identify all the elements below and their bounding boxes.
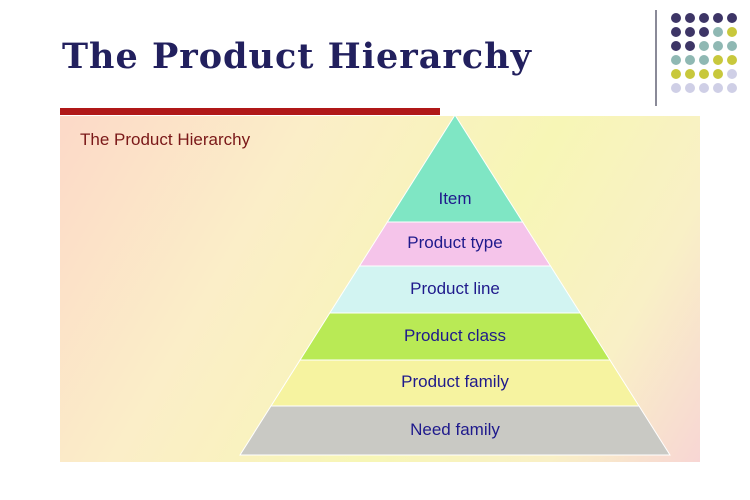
decorative-dot — [685, 27, 695, 37]
pyramid-label-product-type: Product type — [407, 233, 503, 252]
pyramid-label-product-line: Product line — [410, 278, 500, 298]
decorative-dot — [685, 83, 695, 93]
pyramid-level-need-family — [239, 405, 671, 456]
decorative-dot — [685, 55, 695, 65]
pyramid-label-need-family: Need family — [410, 419, 500, 439]
panel-caption: The Product Hierarchy — [80, 130, 251, 149]
decorative-dot — [699, 69, 709, 79]
decorative-dot — [727, 27, 737, 37]
decorative-dot — [727, 55, 737, 65]
decorative-dot — [713, 41, 723, 51]
decorative-dot — [671, 83, 681, 93]
decorative-dot — [671, 13, 681, 23]
decorative-dot — [727, 69, 737, 79]
decorative-dot — [685, 13, 695, 23]
decorative-dot — [713, 69, 723, 79]
decorative-dot — [727, 13, 737, 23]
decorative-dot — [699, 27, 709, 37]
decorative-dot — [713, 83, 723, 93]
decorative-dot — [699, 13, 709, 23]
decorative-dot — [727, 41, 737, 51]
decorative-dot — [685, 41, 695, 51]
decorative-dot — [671, 41, 681, 51]
pyramid-label-item: Item — [438, 189, 472, 208]
decorative-dot — [699, 41, 709, 51]
decorative-dot — [685, 69, 695, 79]
pyramid-label-product-class: Product class — [403, 325, 507, 345]
decorative-dot — [699, 83, 709, 93]
decorative-dot — [713, 55, 723, 65]
divider-line — [655, 10, 657, 106]
decorative-dot — [699, 55, 709, 65]
decorative-dot — [671, 55, 681, 65]
decorative-dot — [713, 27, 723, 37]
decorative-dot — [727, 83, 737, 93]
slide-title: The Product Hierarchy — [62, 36, 532, 77]
decorative-dot — [713, 13, 723, 23]
decorative-dot — [671, 69, 681, 79]
decorative-dot-grid — [671, 13, 737, 93]
title-underline — [60, 108, 440, 115]
pyramid-label-product-family: Product family — [401, 372, 509, 391]
decorative-dot — [671, 27, 681, 37]
